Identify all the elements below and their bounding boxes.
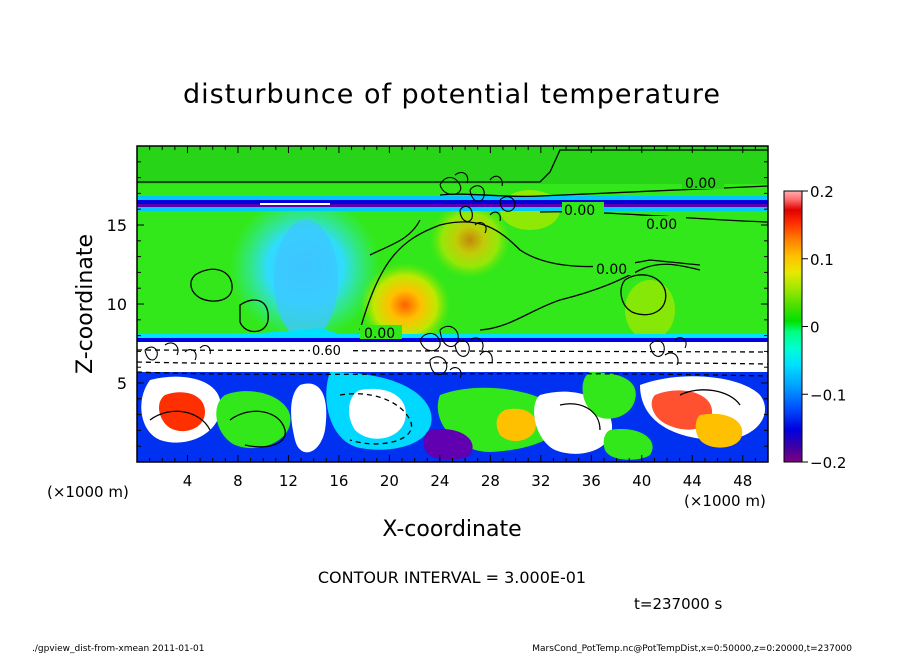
contour-label: 0.00: [364, 326, 395, 342]
band-core: [137, 204, 768, 207]
x-axis-label: X-coordinate: [382, 517, 521, 542]
y-axis-label: Z-coordinate: [73, 234, 98, 374]
interface-blue: [137, 338, 768, 342]
contour-label: 0.60: [312, 344, 341, 359]
contour-lower-loop-3: [339, 393, 413, 445]
warm-blob-4: [625, 280, 675, 340]
lower-green-4: [603, 429, 653, 460]
colorbar-tick-label: −0.1: [810, 386, 846, 404]
contour-interval-text: CONTOUR INTERVAL = 3.000E-01: [318, 568, 586, 587]
contour-loop-2: [239, 299, 269, 333]
x-tick-label: 8: [233, 472, 243, 490]
band-bottom: [137, 207, 768, 211]
contour-label: 0.00: [646, 217, 677, 233]
lower-purple-1: [423, 429, 473, 460]
contour-mid-2: [369, 219, 421, 256]
contour-label: 0.00: [685, 176, 716, 192]
x-tick-label: 36: [582, 472, 601, 490]
contour-lower-loop-2: [229, 410, 286, 448]
lower-green-3: [582, 372, 636, 419]
contour-lower-loop-1: [149, 410, 211, 431]
y-tick-label: 15: [107, 216, 127, 235]
warm-blob-2: [430, 202, 510, 278]
x-tick-label: 44: [683, 472, 702, 490]
lower-yellow-1: [496, 408, 536, 442]
x-tick-label: 16: [329, 472, 348, 490]
interface-upper: [137, 328, 768, 338]
colorbar-gradient: [783, 190, 803, 463]
x-tick-label: 4: [183, 472, 193, 490]
x-tick-label: 20: [380, 472, 399, 490]
contour-cluster-3: [144, 342, 211, 361]
cool-core: [274, 220, 338, 340]
colorbar-tick-label: 0.1: [810, 251, 834, 269]
contour-cluster-1: [439, 172, 516, 234]
band-top: [137, 196, 768, 200]
x-unit-label: (×1000 m): [47, 483, 129, 501]
x-tick-label: 12: [279, 472, 298, 490]
contour-lower-loop-5: [679, 389, 741, 406]
contour-cluster-4: [649, 337, 687, 366]
contour-loop-1: [190, 268, 233, 302]
colorbar-tick-label: 0: [810, 319, 820, 337]
x-tick-label: 28: [481, 472, 500, 490]
x-tick-label: 48: [733, 472, 752, 490]
contour-lower-loop-4: [559, 403, 601, 431]
colorbar-tick-label: 0.2: [810, 183, 834, 201]
x-unit-label-right: (×1000 m): [684, 492, 766, 510]
band-mid: [137, 200, 768, 204]
lower-white-2: [291, 383, 327, 453]
lower-green-1: [216, 391, 291, 449]
interface-white: [137, 342, 768, 372]
y-ticks: 5 10 15: [107, 161, 768, 447]
contour-loop-3: [620, 274, 667, 316]
contour-labels: 0.00 0.00 0.00 0.00 0.00 0.60: [310, 175, 724, 359]
contour-mid: [359, 221, 701, 331]
contour-lower-dash: [137, 349, 768, 353]
colorbar-tick-label: −0.2: [810, 454, 846, 472]
colorbar-ticks: 0.2 0.1 0 −0.1 −0.2: [802, 183, 846, 472]
lower-white-3: [348, 388, 406, 439]
lower-yellow-2: [695, 413, 743, 448]
contour-lines: [137, 149, 768, 448]
y-tick-label: 10: [107, 295, 127, 314]
colorbar: 0.2 0.1 0 −0.1 −0.2: [783, 183, 846, 472]
x-tick-label: 24: [430, 472, 449, 490]
chart-title: disturbunce of potential temperature: [183, 79, 721, 110]
x-ticks: 4 8 12 16 20 24 28 32 36 40 44 48: [149, 146, 756, 490]
contour-label: 0.00: [564, 203, 595, 219]
time-text: t=237000 s: [634, 595, 722, 613]
footer-left: ./gpview_dist-from-xmean 2011-01-01: [32, 644, 204, 654]
contour-mid-3: [479, 263, 701, 331]
band-hot: [260, 203, 330, 205]
x-tick-label: 32: [531, 472, 550, 490]
footer-right: MarsCond_PotTemp.nc@PotTempDist,x=0:5000…: [532, 644, 852, 654]
x-tick-label: 40: [632, 472, 651, 490]
contour-cluster-2: [419, 325, 493, 379]
contour-label: 0.00: [596, 262, 627, 278]
plot-area: 0.00 0.00 0.00 0.00 0.00 0.60: [137, 146, 768, 462]
y-tick-label: 5: [117, 374, 127, 393]
